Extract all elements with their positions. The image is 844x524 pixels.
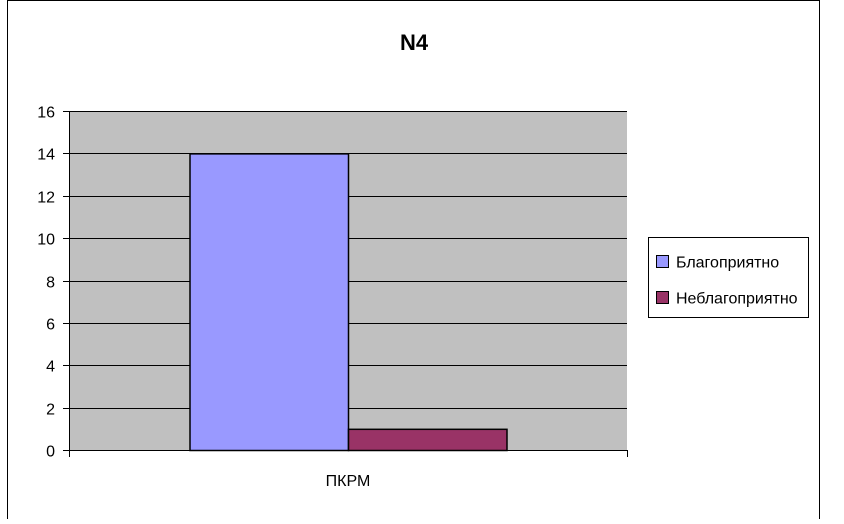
y-tick-label: 2: [46, 402, 55, 419]
bar-unfavorable: [347, 428, 508, 452]
y-tick-label: 8: [46, 275, 55, 292]
x-category-label: ПКРМ: [326, 473, 371, 490]
legend-label: Благоприятно: [676, 255, 779, 272]
legend: Благоприятно Неблагоприятно: [648, 237, 809, 318]
y-tick-label: 12: [37, 190, 55, 207]
chart-title: N4: [400, 30, 429, 55]
legend-box: [648, 237, 809, 318]
legend-swatch: [656, 291, 669, 304]
bar-favorable: [189, 153, 350, 452]
y-tick-label: 14: [37, 147, 55, 164]
axes: 0 2 4 6 8 10 12 14 16 ПКРМ: [37, 105, 628, 490]
y-tick-label: 16: [37, 105, 55, 122]
legend-swatch: [656, 255, 669, 268]
y-tick-label: 6: [46, 317, 55, 334]
y-tick-label: 10: [37, 232, 55, 249]
legend-label: Неблагоприятно: [676, 291, 798, 308]
bars: [189, 153, 508, 452]
y-tick-label: 0: [46, 444, 55, 461]
y-tick-label: 4: [46, 359, 55, 376]
